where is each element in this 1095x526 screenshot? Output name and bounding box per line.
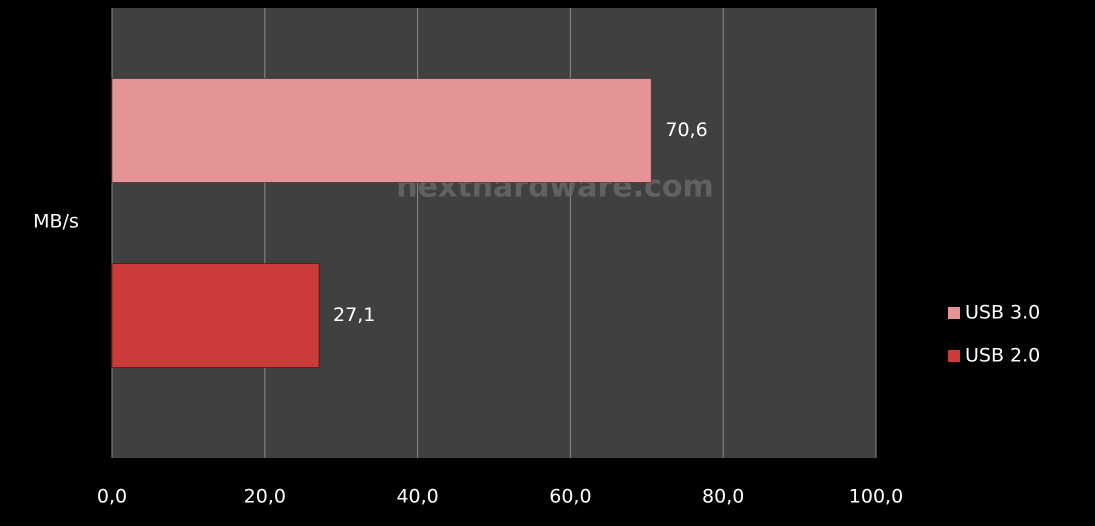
x-tick-label: 100,0 (849, 486, 903, 508)
legend-swatch (948, 307, 960, 319)
data-label: 27,1 (333, 304, 375, 326)
plot-area (112, 8, 876, 458)
bar-shade (118, 85, 645, 177)
page: 0,020,040,060,080,0100,0nexthardware.com… (0, 0, 1095, 526)
legend-label: USB 2.0 (965, 345, 1040, 367)
chart: 0,020,040,060,080,0100,0nexthardware.com… (0, 0, 1095, 526)
x-tick-label: 0,0 (97, 486, 127, 508)
bar-shade (118, 270, 313, 362)
data-label: 70,6 (665, 119, 707, 141)
x-tick-label: 40,0 (396, 486, 438, 508)
legend-label: USB 3.0 (965, 302, 1040, 324)
y-category-label: MB/s (33, 211, 79, 233)
x-tick-label: 60,0 (549, 486, 591, 508)
x-tick-label: 80,0 (702, 486, 744, 508)
x-tick-label: 20,0 (244, 486, 286, 508)
legend-swatch (948, 350, 960, 362)
